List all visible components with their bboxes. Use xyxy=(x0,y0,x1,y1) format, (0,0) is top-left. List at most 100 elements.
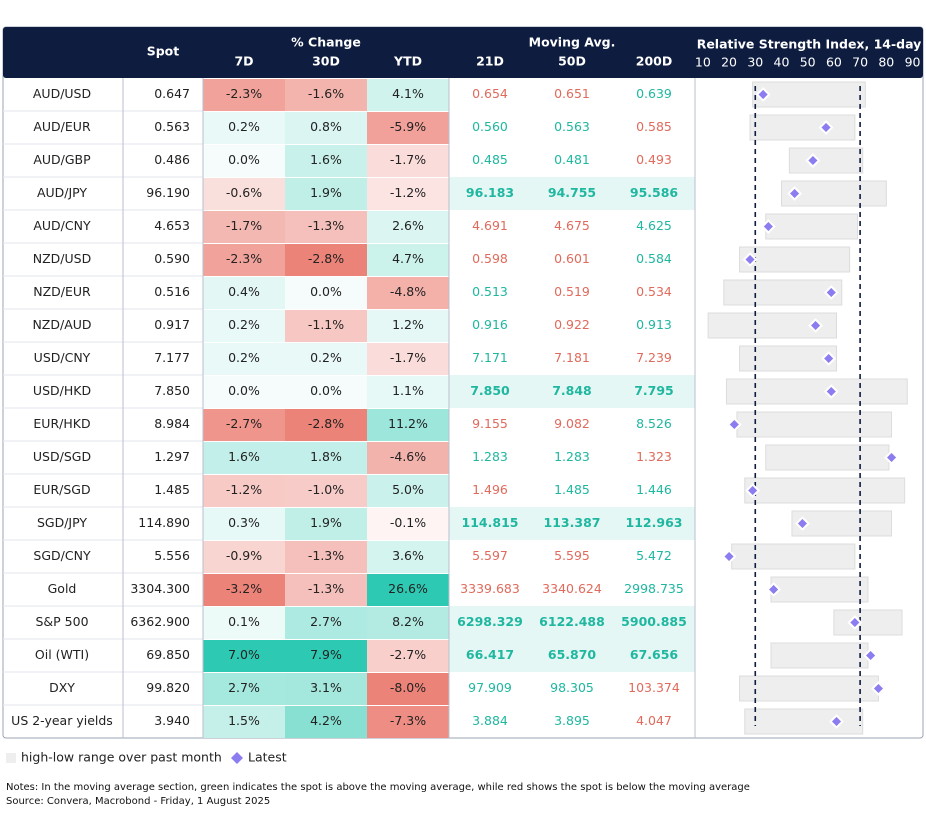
row-label: EUR/HKD xyxy=(33,416,90,431)
rsi-range xyxy=(739,675,879,702)
change-cell xyxy=(203,277,285,309)
row-label: DXY xyxy=(49,680,75,695)
row-label: NZD/EUR xyxy=(33,284,91,299)
rsi-range xyxy=(744,477,906,504)
change-label: 0.0% xyxy=(228,152,260,167)
header-rsi: Relative Strength Index, 14-day xyxy=(697,37,922,52)
rsi-latest xyxy=(884,450,899,465)
ma-value: 0.598 xyxy=(472,251,508,266)
ma-value: 6122.488 xyxy=(539,614,605,629)
spot-value: 0.917 xyxy=(154,317,190,332)
change-label: 2.7% xyxy=(228,680,260,695)
ma-value: 97.909 xyxy=(468,680,512,695)
change-cell xyxy=(203,178,285,210)
spot-value: 1.485 xyxy=(154,482,190,497)
change-cell xyxy=(203,673,285,705)
change-label: 4.2% xyxy=(310,713,342,728)
row-label: SGD/CNY xyxy=(33,548,91,563)
change-cell xyxy=(367,475,449,507)
change-label: -1.7% xyxy=(390,152,426,167)
ma-value: 0.654 xyxy=(472,86,508,101)
rsi-tick-label: 10 xyxy=(695,55,711,70)
change-cell xyxy=(203,244,285,276)
spot-value: 3.940 xyxy=(154,713,190,728)
change-label: 4.1% xyxy=(392,86,424,101)
ma-value: 96.183 xyxy=(466,185,514,200)
change-label: -5.9% xyxy=(390,119,426,134)
change-cell xyxy=(285,574,367,606)
change-cell xyxy=(367,541,449,573)
rsi-latest xyxy=(787,186,803,201)
change-cell xyxy=(367,145,449,177)
rsi-latest xyxy=(760,219,776,234)
row-label: EUR/SGD xyxy=(33,482,90,497)
ma-value: 0.585 xyxy=(636,119,672,134)
rsi-range xyxy=(788,147,864,174)
change-label: -1.7% xyxy=(390,350,426,365)
rsi-tick-label: 20 xyxy=(721,55,737,70)
rsi-range xyxy=(744,708,864,735)
ma-value: 0.519 xyxy=(554,284,590,299)
change-cell xyxy=(285,640,367,672)
ma-value: 0.534 xyxy=(636,284,672,299)
change-label: -2.3% xyxy=(226,251,262,266)
ma-value: 66.417 xyxy=(466,647,514,662)
change-cell xyxy=(285,79,367,111)
row-label: USD/CNY xyxy=(34,350,91,365)
rsi-latest xyxy=(766,582,782,597)
rsi-range xyxy=(736,411,893,438)
row-label: AUD/EUR xyxy=(33,119,91,134)
spot-value: 4.653 xyxy=(154,218,190,233)
change-label: 0.0% xyxy=(310,284,342,299)
change-cell xyxy=(367,574,449,606)
change-cell xyxy=(203,376,285,408)
row-label: AUD/CNY xyxy=(33,218,91,233)
rsi-range xyxy=(731,543,856,570)
ma-value: 3340.624 xyxy=(542,581,602,596)
ma-highlight xyxy=(449,375,695,408)
ma-value: 0.560 xyxy=(472,119,508,134)
spot-value: 69.850 xyxy=(146,647,190,662)
change-cell xyxy=(285,112,367,144)
ma-value: 5.472 xyxy=(636,548,672,563)
change-cell xyxy=(367,211,449,243)
spot-value: 114.890 xyxy=(138,515,190,530)
ma-value: 67.656 xyxy=(630,647,679,662)
change-label: 3.6% xyxy=(392,548,424,563)
change-label: -2.8% xyxy=(308,251,344,266)
spot-value: 7.177 xyxy=(154,350,190,365)
rsi-range xyxy=(725,378,908,405)
change-label: 0.3% xyxy=(228,515,260,530)
ma-value: 103.374 xyxy=(628,680,680,695)
header-period: 50D xyxy=(558,54,586,69)
spot-value: 7.850 xyxy=(154,383,190,398)
rsi-range xyxy=(723,279,843,306)
ma-value: 65.870 xyxy=(548,647,597,662)
rsi-tick-label: 80 xyxy=(878,55,894,70)
ma-value: 95.586 xyxy=(630,185,679,200)
row-label: NZD/USD xyxy=(33,251,91,266)
change-cell xyxy=(203,706,285,738)
change-label: -4.8% xyxy=(390,284,426,299)
rsi-tick-label: 60 xyxy=(826,55,842,70)
change-cell xyxy=(285,475,367,507)
ma-highlight xyxy=(449,177,695,210)
change-cell xyxy=(285,409,367,441)
change-label: 3.1% xyxy=(310,680,342,695)
change-cell xyxy=(203,343,285,375)
change-label: 1.9% xyxy=(310,185,342,200)
change-cell xyxy=(203,211,285,243)
ma-value: 7.171 xyxy=(472,350,508,365)
spot-value: 0.590 xyxy=(154,251,190,266)
rsi-range xyxy=(765,213,858,240)
change-cell xyxy=(285,343,367,375)
change-cell xyxy=(203,574,285,606)
change-label: -1.0% xyxy=(308,482,344,497)
spot-value: 1.297 xyxy=(154,449,190,464)
header-period: YTD xyxy=(393,54,422,69)
row-label: AUD/JPY xyxy=(37,185,87,200)
rsi-tick-label: 50 xyxy=(800,55,816,70)
change-cell xyxy=(203,442,285,474)
change-cell xyxy=(367,343,449,375)
